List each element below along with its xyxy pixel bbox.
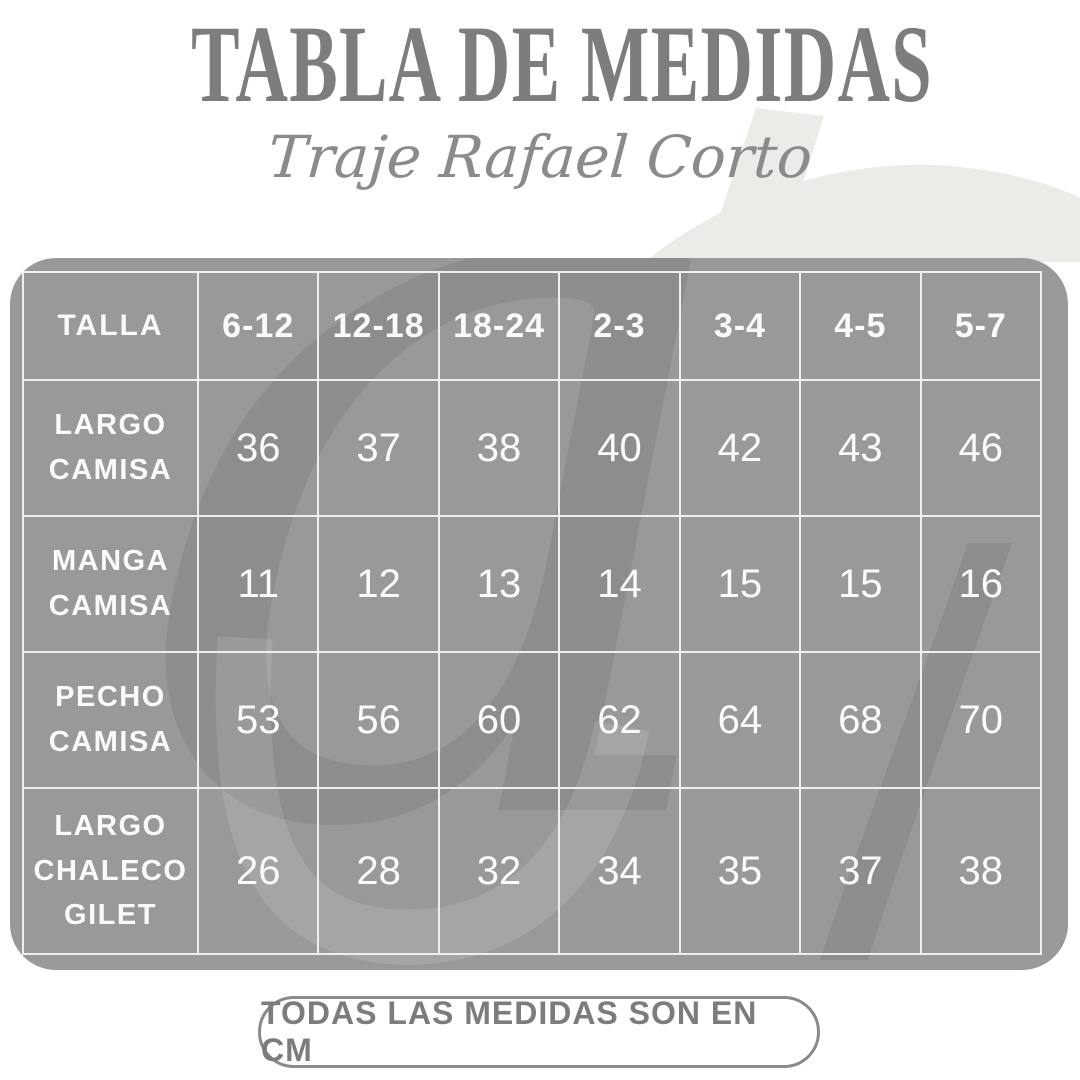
measure-value-cell: 12	[317, 515, 440, 653]
measure-value-cell: 34	[558, 787, 681, 955]
measure-value-cell: 53	[196, 651, 320, 789]
measure-value-cell: 16	[919, 515, 1043, 653]
header-cell-size: 2-3	[558, 271, 681, 381]
measure-value-cell: 43	[799, 379, 922, 517]
measure-value-cell: 15	[678, 515, 802, 653]
units-note-pill: TODAS LAS MEDIDAS SON EN CM	[258, 995, 820, 1068]
units-note-text: TODAS LAS MEDIDAS SON EN CM	[261, 995, 758, 1068]
measure-value-cell: 37	[317, 379, 440, 517]
measure-value-cell: 68	[799, 651, 922, 789]
header-cell-size: 12-18	[317, 271, 440, 381]
header-cell-size: 3-4	[678, 271, 802, 381]
header-cell-size: 5-7	[919, 271, 1043, 381]
measure-row-label: LARGO CHALECO GILET	[22, 787, 199, 955]
measure-value-cell: 35	[678, 787, 802, 955]
table-row-manga-camisa: MANGA CAMISA 11 12 13 14 15 15 16	[22, 515, 1043, 653]
measure-value-cell: 36	[196, 379, 320, 517]
size-table-container: TALLA 6-12 12-18 18-24 2-3 3-4 4-5 5-7 L…	[22, 271, 1043, 955]
measure-value-cell: 46	[919, 379, 1043, 517]
measure-value-cell: 15	[799, 515, 922, 653]
measure-value-cell: 42	[678, 379, 802, 517]
brand-watermark-swash-icon	[645, 108, 1080, 262]
page-subtitle: Traje Rafael Corto	[265, 123, 815, 191]
table-row-largo-camisa: LARGO CAMISA 36 37 38 40 42 43 46	[22, 379, 1043, 517]
measure-value-cell: 13	[437, 515, 561, 653]
measure-value-cell: 64	[678, 651, 802, 789]
table-row-largo-chaleco-gilet: LARGO CHALECO GILET 26 28 32 34 35 37 38	[22, 787, 1043, 955]
header-cell-size: 4-5	[799, 271, 922, 381]
measure-row-label: LARGO CAMISA	[22, 379, 199, 517]
measure-value-cell: 60	[437, 651, 561, 789]
measure-value-cell: 14	[558, 515, 681, 653]
header-cell-size: 6-12	[196, 271, 320, 381]
measure-value-cell: 11	[196, 515, 320, 653]
measure-row-label: PECHO CAMISA	[22, 651, 199, 789]
measure-value-cell: 40	[558, 379, 681, 517]
page-title: TABLA DE MEDIDAS	[191, 3, 933, 125]
measure-value-cell: 38	[919, 787, 1043, 955]
header-cell-talla: TALLA	[22, 271, 199, 381]
measure-value-cell: 37	[799, 787, 922, 955]
measure-value-cell: 62	[558, 651, 681, 789]
measure-value-cell: 26	[196, 787, 320, 955]
measure-row-label: MANGA CAMISA	[22, 515, 199, 653]
measure-value-cell: 38	[437, 379, 561, 517]
measure-value-cell: 28	[317, 787, 440, 955]
measure-value-cell: 32	[437, 787, 561, 955]
header-cell-size: 18-24	[437, 271, 561, 381]
table-header-row: TALLA 6-12 12-18 18-24 2-3 3-4 4-5 5-7	[22, 271, 1043, 381]
measure-value-cell: 56	[317, 651, 440, 789]
size-table: TALLA 6-12 12-18 18-24 2-3 3-4 4-5 5-7 L…	[22, 271, 1043, 955]
table-row-pecho-camisa: PECHO CAMISA 53 56 60 62 64 68 70	[22, 651, 1043, 789]
measure-value-cell: 70	[919, 651, 1043, 789]
